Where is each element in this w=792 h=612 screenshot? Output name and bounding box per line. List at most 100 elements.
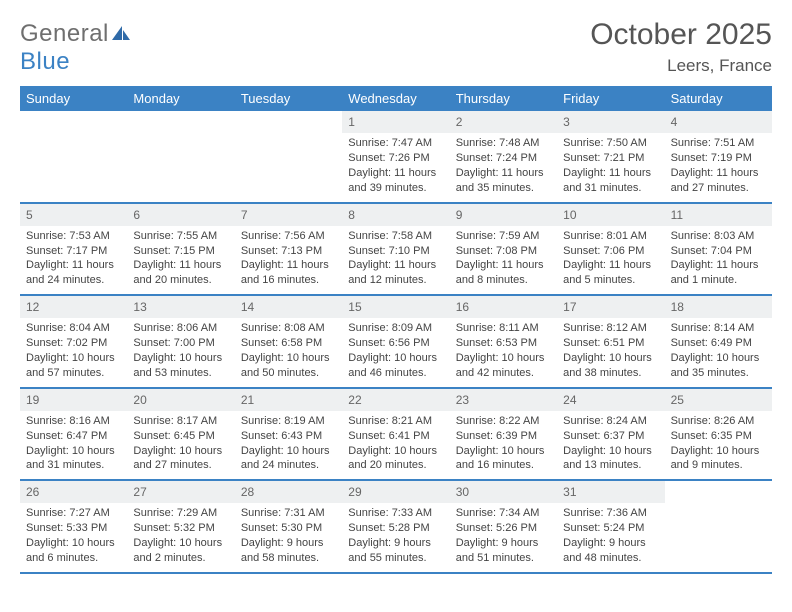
day-body: Sunrise: 8:04 AMSunset: 7:02 PMDaylight:… [20,318,127,386]
day-number: 18 [665,296,772,318]
logo-part2: Blue [20,48,70,75]
day-number: 22 [342,389,449,411]
day-cell [127,111,234,202]
daylight-text: Daylight: 10 hours and 27 minutes. [133,444,228,474]
weeks-container: 1Sunrise: 7:47 AMSunset: 7:26 PMDaylight… [20,111,772,574]
logo-sail-icon [111,20,131,48]
weekday-tue: Tuesday [235,86,342,111]
day-cell: 28Sunrise: 7:31 AMSunset: 5:30 PMDayligh… [235,481,342,572]
sunrise-text: Sunrise: 8:24 AM [563,414,658,429]
day-body: Sunrise: 7:27 AMSunset: 5:33 PMDaylight:… [20,503,127,571]
day-cell: 3Sunrise: 7:50 AMSunset: 7:21 PMDaylight… [557,111,664,202]
day-body: Sunrise: 8:26 AMSunset: 6:35 PMDaylight:… [665,411,772,479]
weekday-sun: Sunday [20,86,127,111]
daylight-text: Daylight: 10 hours and 13 minutes. [563,444,658,474]
week-row: 19Sunrise: 8:16 AMSunset: 6:47 PMDayligh… [20,389,772,482]
day-cell: 24Sunrise: 8:24 AMSunset: 6:37 PMDayligh… [557,389,664,480]
day-body: Sunrise: 7:55 AMSunset: 7:15 PMDaylight:… [127,226,234,294]
sunset-text: Sunset: 7:24 PM [456,151,551,166]
sunrise-text: Sunrise: 7:59 AM [456,229,551,244]
weekday-sat: Saturday [665,86,772,111]
logo-part1: General [20,20,109,47]
day-number: 30 [450,481,557,503]
location: Leers, France [590,56,772,76]
day-cell: 25Sunrise: 8:26 AMSunset: 6:35 PMDayligh… [665,389,772,480]
day-number: 27 [127,481,234,503]
day-body: Sunrise: 7:33 AMSunset: 5:28 PMDaylight:… [342,503,449,571]
month-title: October 2025 [590,18,772,52]
daylight-text: Daylight: 11 hours and 24 minutes. [26,258,121,288]
sunset-text: Sunset: 7:19 PM [671,151,766,166]
sunset-text: Sunset: 7:10 PM [348,244,443,259]
daylight-text: Daylight: 10 hours and 38 minutes. [563,351,658,381]
sunset-text: Sunset: 6:56 PM [348,336,443,351]
day-number: 17 [557,296,664,318]
day-cell: 8Sunrise: 7:58 AMSunset: 7:10 PMDaylight… [342,204,449,295]
day-cell: 29Sunrise: 7:33 AMSunset: 5:28 PMDayligh… [342,481,449,572]
day-number: 19 [20,389,127,411]
daylight-text: Daylight: 9 hours and 55 minutes. [348,536,443,566]
day-body: Sunrise: 8:09 AMSunset: 6:56 PMDaylight:… [342,318,449,386]
day-body: Sunrise: 7:48 AMSunset: 7:24 PMDaylight:… [450,133,557,201]
sunrise-text: Sunrise: 8:06 AM [133,321,228,336]
sunset-text: Sunset: 5:24 PM [563,521,658,536]
sunset-text: Sunset: 7:08 PM [456,244,551,259]
daylight-text: Daylight: 10 hours and 2 minutes. [133,536,228,566]
day-number: 23 [450,389,557,411]
day-number [235,111,342,133]
day-cell: 31Sunrise: 7:36 AMSunset: 5:24 PMDayligh… [557,481,664,572]
day-cell [665,481,772,572]
sunrise-text: Sunrise: 8:17 AM [133,414,228,429]
day-number: 25 [665,389,772,411]
day-number: 8 [342,204,449,226]
title-block: October 2025 Leers, France [590,18,772,76]
sunset-text: Sunset: 5:26 PM [456,521,551,536]
daylight-text: Daylight: 11 hours and 8 minutes. [456,258,551,288]
weekday-wed: Wednesday [342,86,449,111]
sunset-text: Sunset: 7:02 PM [26,336,121,351]
sunset-text: Sunset: 6:53 PM [456,336,551,351]
day-cell: 26Sunrise: 7:27 AMSunset: 5:33 PMDayligh… [20,481,127,572]
day-cell: 19Sunrise: 8:16 AMSunset: 6:47 PMDayligh… [20,389,127,480]
day-cell: 9Sunrise: 7:59 AMSunset: 7:08 PMDaylight… [450,204,557,295]
daylight-text: Daylight: 10 hours and 53 minutes. [133,351,228,381]
sunset-text: Sunset: 6:45 PM [133,429,228,444]
sunrise-text: Sunrise: 8:04 AM [26,321,121,336]
day-body: Sunrise: 8:24 AMSunset: 6:37 PMDaylight:… [557,411,664,479]
sunset-text: Sunset: 7:06 PM [563,244,658,259]
sunset-text: Sunset: 6:49 PM [671,336,766,351]
daylight-text: Daylight: 11 hours and 16 minutes. [241,258,336,288]
day-body: Sunrise: 8:11 AMSunset: 6:53 PMDaylight:… [450,318,557,386]
day-cell: 15Sunrise: 8:09 AMSunset: 6:56 PMDayligh… [342,296,449,387]
day-body: Sunrise: 7:36 AMSunset: 5:24 PMDaylight:… [557,503,664,571]
week-row: 26Sunrise: 7:27 AMSunset: 5:33 PMDayligh… [20,481,772,574]
day-body: Sunrise: 7:59 AMSunset: 7:08 PMDaylight:… [450,226,557,294]
day-body: Sunrise: 7:47 AMSunset: 7:26 PMDaylight:… [342,133,449,201]
day-number: 9 [450,204,557,226]
sunset-text: Sunset: 7:26 PM [348,151,443,166]
weekday-fri: Friday [557,86,664,111]
day-number: 14 [235,296,342,318]
daylight-text: Daylight: 10 hours and 42 minutes. [456,351,551,381]
day-number: 12 [20,296,127,318]
sunset-text: Sunset: 6:39 PM [456,429,551,444]
sunrise-text: Sunrise: 7:31 AM [241,506,336,521]
week-row: 5Sunrise: 7:53 AMSunset: 7:17 PMDaylight… [20,204,772,297]
sunrise-text: Sunrise: 8:11 AM [456,321,551,336]
sunset-text: Sunset: 6:58 PM [241,336,336,351]
day-number: 2 [450,111,557,133]
day-number: 28 [235,481,342,503]
day-cell: 1Sunrise: 7:47 AMSunset: 7:26 PMDaylight… [342,111,449,202]
day-cell: 16Sunrise: 8:11 AMSunset: 6:53 PMDayligh… [450,296,557,387]
weekday-mon: Monday [127,86,234,111]
sunrise-text: Sunrise: 7:50 AM [563,136,658,151]
day-cell: 13Sunrise: 8:06 AMSunset: 7:00 PMDayligh… [127,296,234,387]
daylight-text: Daylight: 10 hours and 35 minutes. [671,351,766,381]
daylight-text: Daylight: 11 hours and 1 minute. [671,258,766,288]
day-body: Sunrise: 7:50 AMSunset: 7:21 PMDaylight:… [557,133,664,201]
sunrise-text: Sunrise: 7:53 AM [26,229,121,244]
sunset-text: Sunset: 6:35 PM [671,429,766,444]
day-body: Sunrise: 7:51 AMSunset: 7:19 PMDaylight:… [665,133,772,201]
header: GeneralBlue October 2025 Leers, France [20,18,772,76]
day-number: 29 [342,481,449,503]
